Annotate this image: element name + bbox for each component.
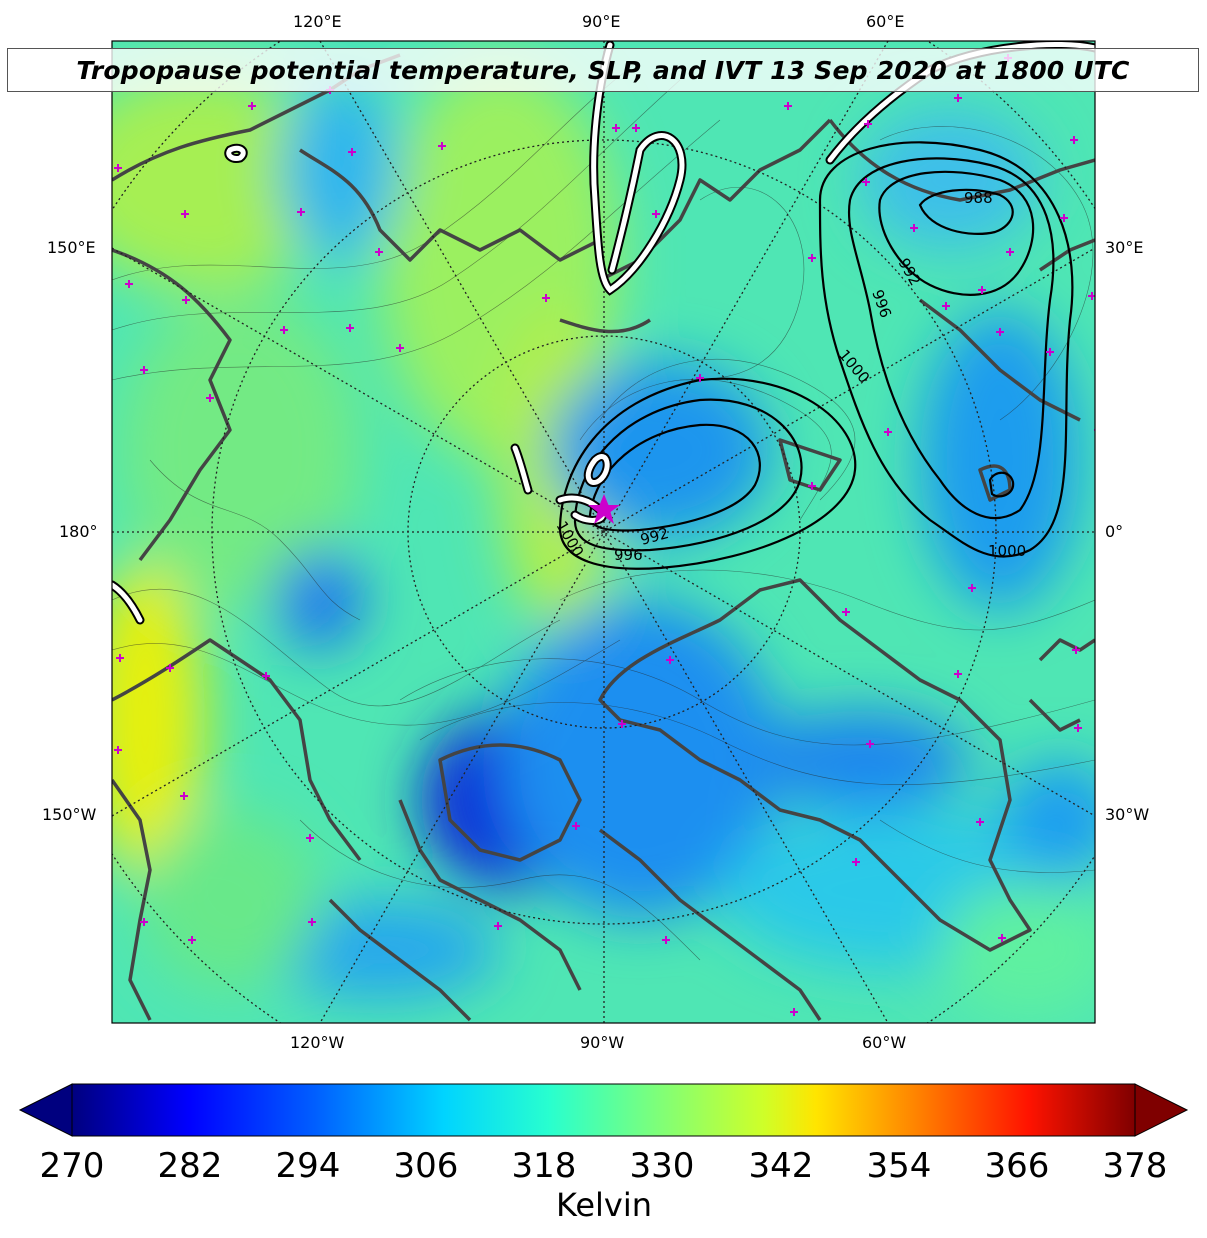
lon-label-right: 0° [1105,522,1124,541]
lon-label-left: 150°W [42,805,97,824]
colorbar-tick: 354 [866,1146,932,1186]
tropopause-theta-field [112,41,1095,1023]
lon-label-left: 150°E [47,238,96,257]
colorbar-label: Kelvin [555,1186,653,1224]
lon-label-bottom: 120°W [290,1033,345,1052]
colorbar-tick: 378 [1102,1146,1168,1186]
storm-center-star-icon [588,494,620,524]
lon-label-top: 60°E [866,12,905,31]
lon-label-right: 30°E [1105,238,1144,257]
colorbar-tick: 330 [629,1146,695,1186]
colorbar-tick: 282 [157,1146,223,1186]
colorbar-tick: 318 [511,1146,577,1186]
slp-labels: 988 992 996 1000 992 996 1000 1000 [553,189,1027,564]
colorbar [18,1083,1189,1137]
lon-label-bottom: 60°W [862,1033,907,1052]
lon-label-top: 90°E [582,12,621,31]
slp-contours [558,141,1074,570]
title-box: Tropopause potential temperature, SLP, a… [7,48,1199,92]
lon-label-top: 120°E [293,12,342,31]
colorbar-tick: 366 [984,1146,1050,1186]
colorbar-tick: 342 [748,1146,814,1186]
map-title: Tropopause potential temperature, SLP, a… [76,55,1130,85]
slp-label: 996 [614,546,643,564]
colorbar-tick: 270 [39,1146,105,1186]
slp-label: 1000 [988,542,1026,560]
colorbar-tick: 294 [275,1146,341,1186]
lon-label-right: 30°W [1105,805,1150,824]
lon-label-bottom: 90°W [580,1033,625,1052]
station-markers [114,54,1095,1016]
lon-label-left: 180° [59,522,98,541]
colorbar-tick: 306 [393,1146,459,1186]
slp-label: 988 [964,189,993,207]
